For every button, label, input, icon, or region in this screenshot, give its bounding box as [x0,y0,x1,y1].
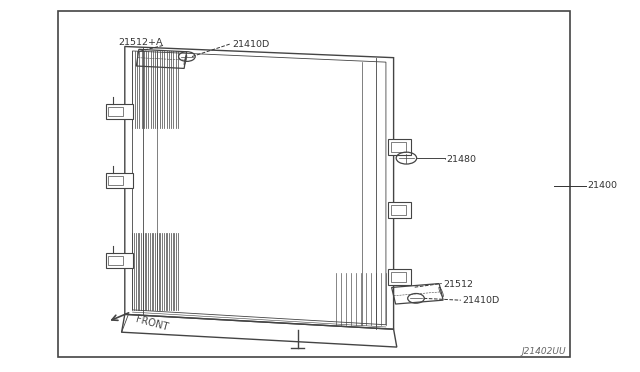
Bar [388,202,411,218]
Text: 21410D: 21410D [232,40,269,49]
Text: J21402UU: J21402UU [522,347,566,356]
Text: 21400: 21400 [588,182,618,190]
Text: 21480: 21480 [446,155,476,164]
Bar [108,107,123,116]
Bar [388,139,411,155]
Bar [391,272,406,282]
Bar [391,205,406,215]
Bar [108,256,123,265]
Bar [106,173,133,188]
Text: 21410D: 21410D [462,296,499,305]
Text: FRONT: FRONT [134,314,169,333]
Bar [106,104,133,119]
Bar [108,176,123,185]
Bar [58,11,570,357]
Bar [106,253,133,268]
Bar [388,269,411,285]
Bar [391,142,406,152]
Text: 21512: 21512 [443,280,473,289]
Text: 21512+A: 21512+A [118,38,163,47]
